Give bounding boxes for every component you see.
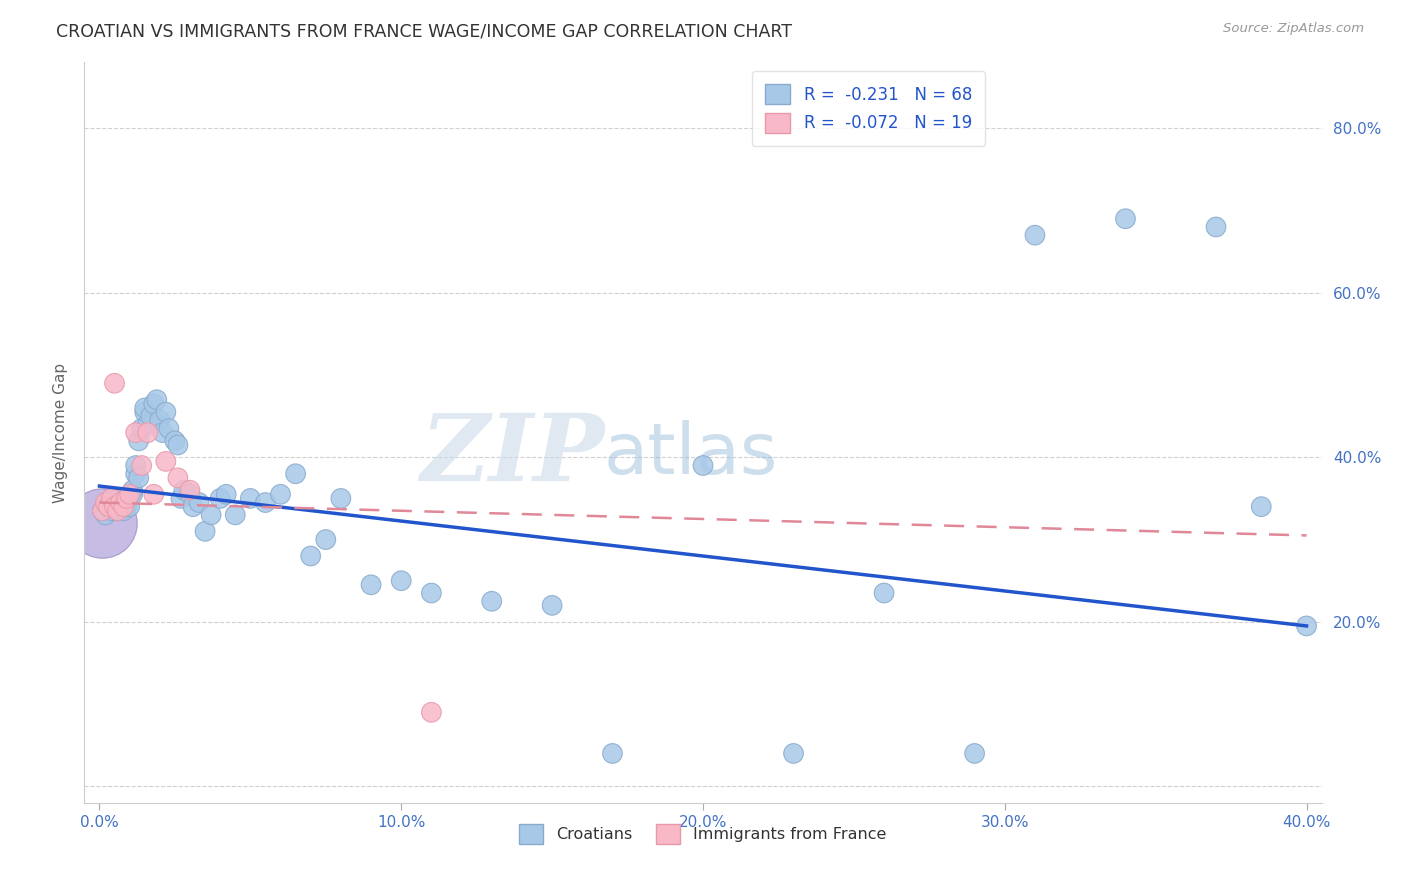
Point — [179, 483, 201, 498]
Point — [167, 471, 190, 485]
Point — [115, 491, 138, 506]
Point — [107, 500, 129, 514]
Point — [315, 533, 337, 547]
Point — [124, 425, 146, 440]
Point — [103, 500, 125, 514]
Point — [112, 500, 135, 514]
Point — [420, 586, 443, 600]
Point — [100, 491, 122, 506]
Point — [124, 467, 146, 481]
Point — [254, 495, 277, 509]
Point — [194, 524, 217, 539]
Point — [134, 401, 156, 415]
Point — [107, 504, 129, 518]
Point — [142, 487, 165, 501]
Point — [97, 500, 120, 514]
Point — [481, 594, 503, 608]
Point — [94, 495, 117, 509]
Point — [136, 425, 159, 440]
Point — [541, 599, 564, 613]
Point — [1250, 500, 1272, 514]
Point — [103, 500, 125, 514]
Point — [1205, 219, 1227, 234]
Point — [152, 425, 174, 440]
Point — [91, 504, 114, 518]
Point — [115, 495, 138, 509]
Point — [270, 487, 292, 501]
Point — [1024, 228, 1046, 243]
Point — [181, 500, 204, 514]
Point — [239, 491, 262, 506]
Point — [94, 508, 117, 522]
Text: ZIP: ZIP — [420, 409, 605, 500]
Point — [121, 487, 143, 501]
Point — [188, 495, 211, 509]
Point — [167, 438, 190, 452]
Point — [97, 500, 120, 514]
Point — [179, 487, 201, 501]
Point — [103, 376, 125, 391]
Point — [155, 405, 177, 419]
Point — [873, 586, 896, 600]
Point — [110, 491, 132, 506]
Point — [97, 495, 120, 509]
Y-axis label: Wage/Income Gap: Wage/Income Gap — [53, 362, 69, 503]
Point — [100, 504, 122, 518]
Point — [131, 458, 153, 473]
Point — [299, 549, 322, 563]
Point — [782, 747, 804, 761]
Point — [163, 434, 186, 448]
Point — [209, 491, 232, 506]
Point — [91, 504, 114, 518]
Point — [107, 504, 129, 518]
Point — [692, 458, 714, 473]
Point — [1114, 211, 1136, 226]
Point — [136, 417, 159, 432]
Point — [128, 471, 150, 485]
Point — [602, 747, 624, 761]
Point — [284, 467, 307, 481]
Point — [112, 500, 135, 514]
Point — [200, 508, 222, 522]
Point — [389, 574, 412, 588]
Point — [155, 454, 177, 468]
Point — [118, 491, 141, 506]
Text: Source: ZipAtlas.com: Source: ZipAtlas.com — [1223, 22, 1364, 36]
Point — [146, 392, 169, 407]
Point — [173, 483, 195, 498]
Point — [118, 487, 141, 501]
Point — [157, 421, 180, 435]
Point — [121, 483, 143, 498]
Point — [112, 504, 135, 518]
Point — [134, 405, 156, 419]
Point — [124, 458, 146, 473]
Point — [149, 413, 172, 427]
Text: CROATIAN VS IMMIGRANTS FROM FRANCE WAGE/INCOME GAP CORRELATION CHART: CROATIAN VS IMMIGRANTS FROM FRANCE WAGE/… — [56, 22, 792, 40]
Point — [420, 706, 443, 720]
Legend: Croatians, Immigrants from France: Croatians, Immigrants from France — [513, 818, 893, 850]
Point — [963, 747, 986, 761]
Point — [131, 421, 153, 435]
Point — [118, 500, 141, 514]
Point — [224, 508, 246, 522]
Point — [103, 491, 125, 506]
Point — [128, 434, 150, 448]
Point — [170, 491, 193, 506]
Point — [139, 409, 162, 424]
Point — [110, 495, 132, 509]
Point — [360, 578, 382, 592]
Point — [142, 397, 165, 411]
Point — [329, 491, 352, 506]
Text: atlas: atlas — [605, 420, 779, 490]
Point — [115, 500, 138, 514]
Point — [110, 495, 132, 509]
Point — [215, 487, 238, 501]
Point — [1295, 619, 1317, 633]
Point — [91, 516, 114, 530]
